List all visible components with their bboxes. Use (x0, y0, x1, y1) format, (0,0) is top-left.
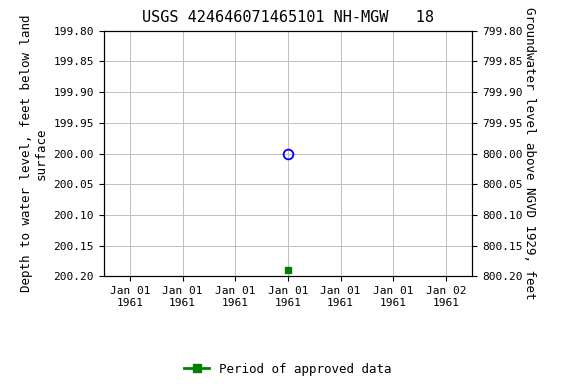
Y-axis label: Depth to water level, feet below land
surface: Depth to water level, feet below land su… (20, 15, 48, 292)
Y-axis label: Groundwater level above NGVD 1929, feet: Groundwater level above NGVD 1929, feet (524, 7, 536, 300)
Title: USGS 424646071465101 NH-MGW   18: USGS 424646071465101 NH-MGW 18 (142, 10, 434, 25)
Legend: Period of approved data: Period of approved data (179, 358, 397, 381)
